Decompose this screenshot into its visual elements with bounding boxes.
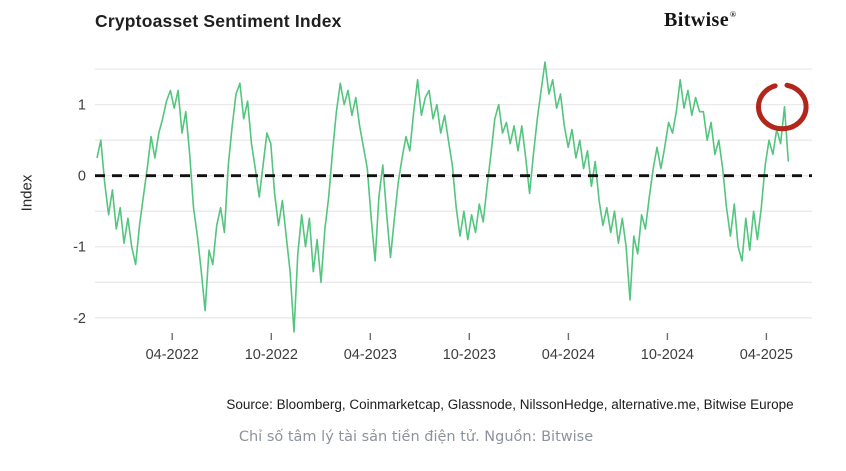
registered-trademark-symbol: ® — [730, 10, 737, 19]
y-tick-label: -1 — [73, 240, 86, 256]
annotation-circle — [756, 82, 809, 132]
source-line: Source: Bloomberg, Coinmarketcap, Glassn… — [226, 397, 794, 412]
sentiment-line — [96, 61, 790, 333]
x-tick-label: 04-2023 — [344, 347, 397, 363]
x-tick-label: 04-2025 — [740, 347, 793, 363]
y-axis-label: Index — [18, 174, 36, 212]
y-tick-label: -2 — [73, 311, 86, 327]
y-tick-label: 0 — [78, 169, 86, 185]
x-tick-label: 10-2023 — [443, 347, 496, 363]
chart-title: Cryptoasset Sentiment Index — [95, 11, 342, 31]
x-tick-label: 04-2022 — [146, 347, 199, 363]
vietnamese-caption: Chỉ số tâm lý tài sản tiền điện tử. Nguồ… — [238, 429, 594, 445]
y-tick-label: 1 — [78, 98, 86, 114]
x-tick-label: 10-2022 — [245, 347, 298, 363]
bitwise-logo: Bitwise® — [664, 9, 736, 32]
bitwise-logo-text: Bitwise — [664, 9, 730, 31]
x-tick-label: 10-2024 — [641, 347, 694, 363]
x-tick-label: 04-2024 — [542, 347, 595, 363]
